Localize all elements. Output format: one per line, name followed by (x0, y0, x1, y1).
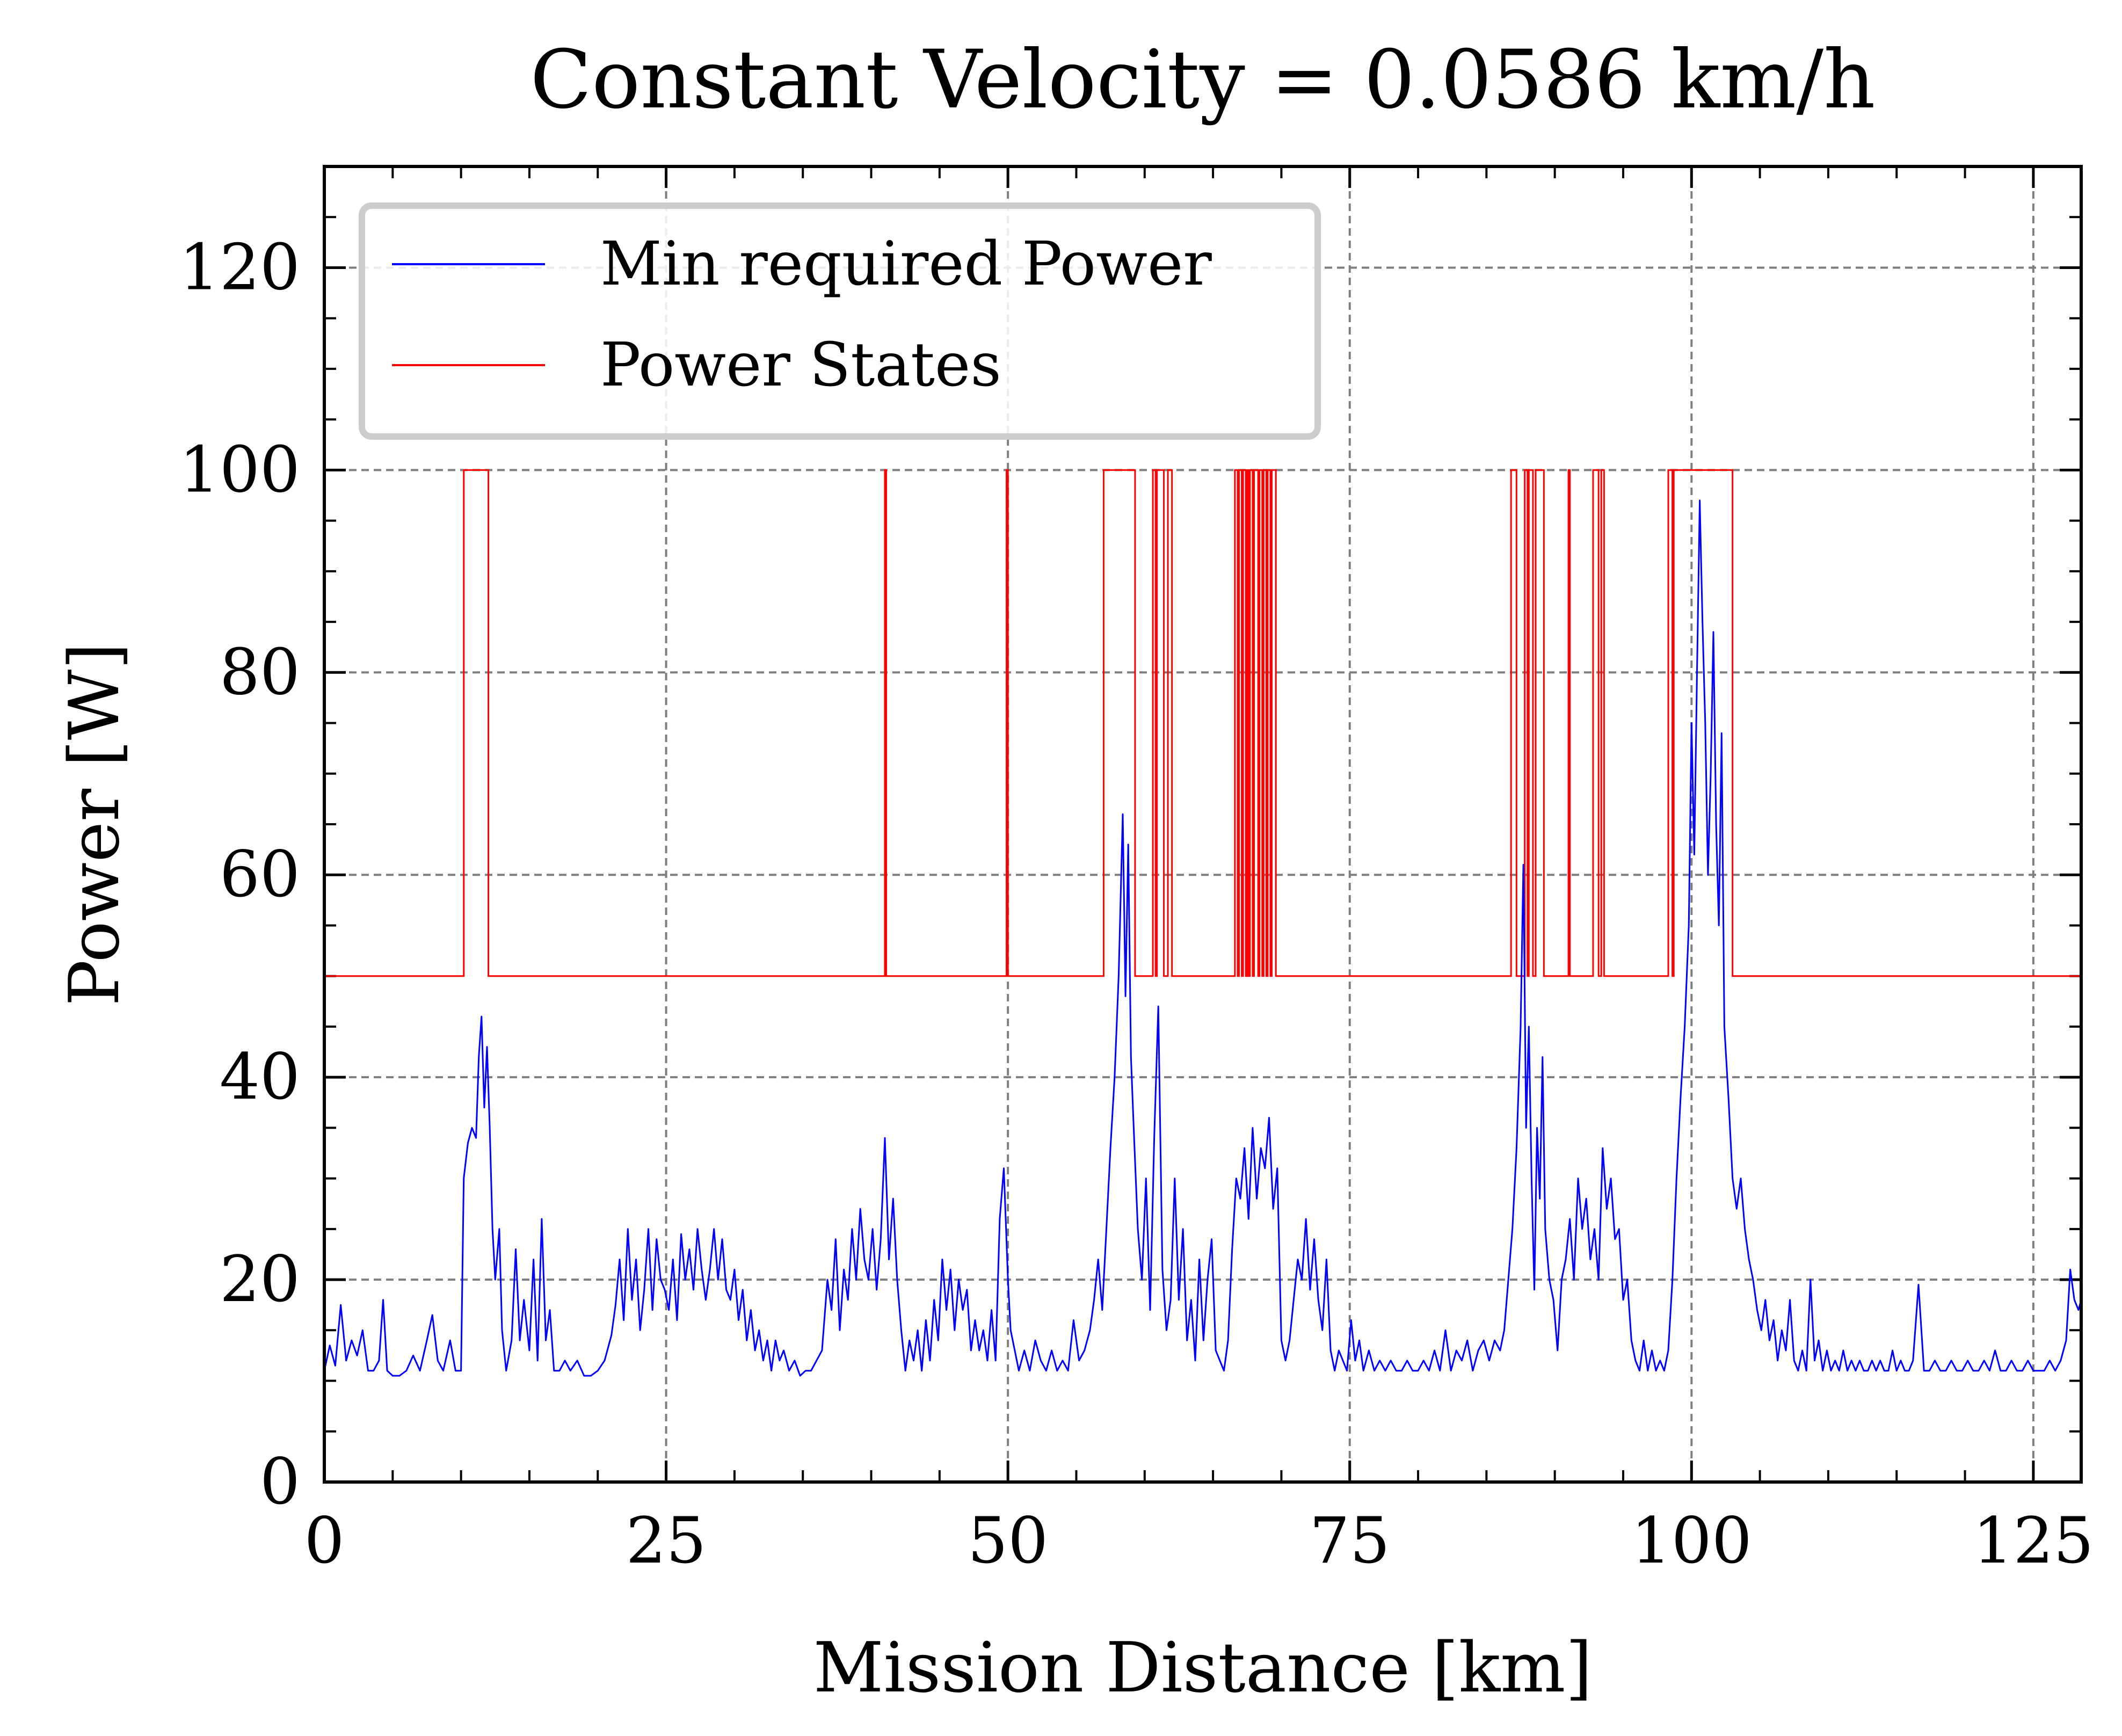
y-tick-label-4: 80 (220, 635, 300, 709)
x-tick-label-3: 75 (1310, 1503, 1390, 1578)
x-tick-label-2: 50 (968, 1503, 1048, 1578)
legend: Min required Power Power States (359, 202, 1321, 440)
x-axis-label: Mission Distance [km] (813, 1628, 1593, 1708)
y-tick-label-2: 40 (220, 1040, 300, 1114)
plot-frame (323, 165, 2083, 1484)
y-axis-label: Power [W] (55, 643, 135, 1006)
axis-ticks (323, 165, 2081, 1484)
x-tick-label-1: 25 (626, 1503, 706, 1578)
legend-label-power-states: Power States (600, 330, 1001, 400)
chart-title: Constant Velocity = 0.0586 km/h (530, 33, 1875, 127)
y-tick-label-5: 100 (179, 432, 300, 506)
y-tick-label-1: 20 (220, 1242, 300, 1316)
x-tick-labels: 0 25 50 75 100 125 (304, 1503, 2094, 1578)
x-tick-label-4: 100 (1631, 1503, 1752, 1578)
legend-box (359, 202, 1321, 440)
series-line-power-states (324, 469, 2081, 977)
y-tick-label-3: 60 (220, 837, 300, 911)
y-tick-label-0: 0 (260, 1444, 300, 1519)
x-tick-label-5: 125 (1973, 1503, 2094, 1578)
x-tick-label-0: 0 (304, 1503, 344, 1578)
series-layer (323, 469, 2082, 1377)
legend-label-min-required-power: Min required Power (600, 229, 1212, 299)
y-tick-label-6: 120 (179, 230, 300, 304)
y-tick-labels: 0 20 40 60 80 100 120 (179, 230, 300, 1519)
series-line-min-required-power (323, 499, 2082, 1377)
